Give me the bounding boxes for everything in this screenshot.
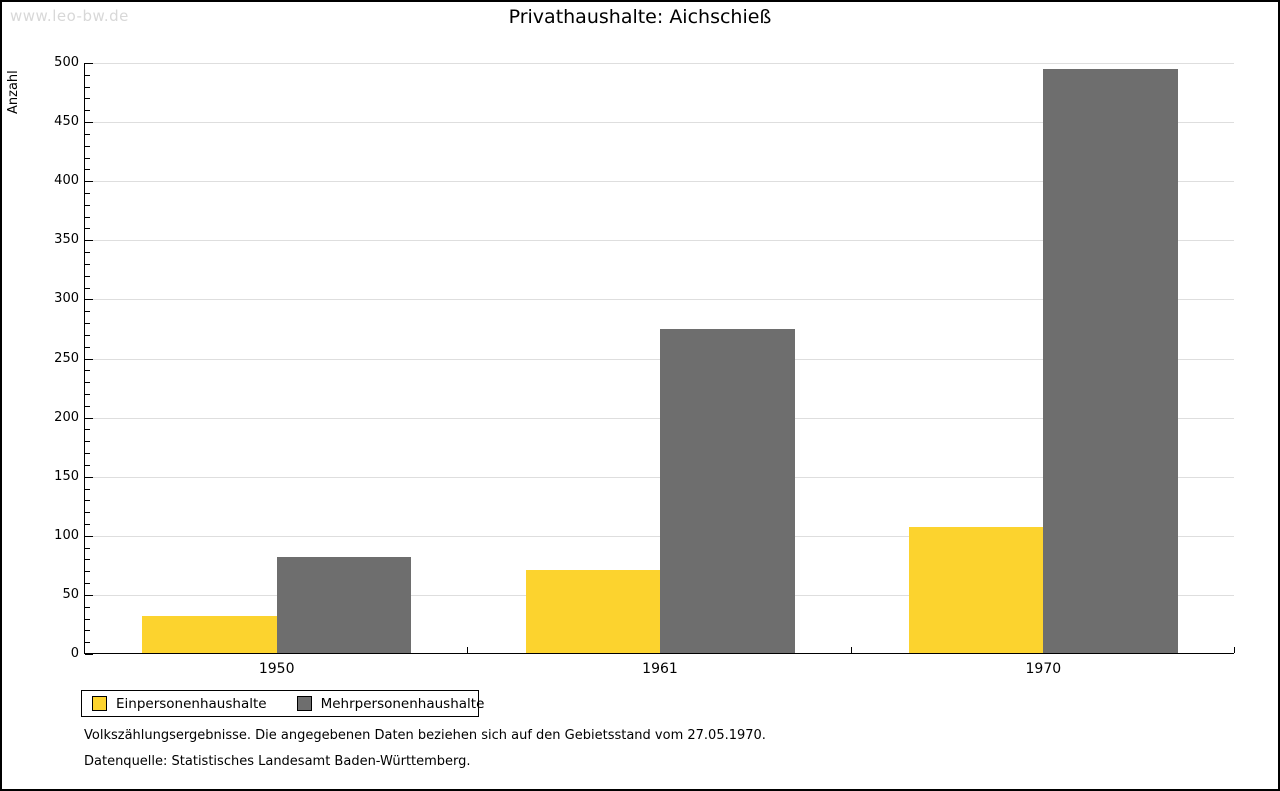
y-major-tick — [85, 299, 93, 301]
gridline — [85, 358, 1234, 360]
watermark: www.leo-bw.de — [10, 7, 129, 25]
y-major-tick — [85, 240, 93, 242]
gridline — [85, 181, 1234, 183]
y-tick-label: 450 — [54, 114, 79, 130]
y-minor-tick — [85, 405, 90, 407]
y-minor-tick — [85, 169, 90, 171]
y-minor-tick — [85, 157, 90, 159]
y-minor-tick — [85, 98, 90, 100]
y-minor-tick — [85, 441, 90, 443]
y-minor-tick — [85, 382, 90, 384]
footnote-source-note: Volkszählungsergebnisse. Die angegebenen… — [84, 728, 766, 743]
gridline — [85, 122, 1234, 124]
bar — [142, 616, 277, 653]
y-minor-tick — [85, 630, 90, 632]
plot-area: 0 50 100 150 200 250 300 350 400 450 500 1950 1961 19… — [54, 56, 1235, 677]
y-minor-tick — [85, 346, 90, 348]
y-minor-tick — [85, 512, 90, 514]
gridline — [85, 63, 1234, 64]
y-minor-tick — [85, 606, 90, 608]
x-category-label: 1961 — [642, 661, 678, 677]
gridline — [85, 476, 1234, 478]
legend-label: Einpersonenhaushalte — [116, 695, 267, 712]
y-minor-tick — [85, 311, 90, 313]
legend-item: Mehrpersonenhaushalte — [296, 695, 485, 712]
y-major-tick — [85, 417, 93, 419]
y-tick-label: 50 — [62, 586, 79, 602]
legend-label: Mehrpersonenhaushalte — [320, 695, 485, 712]
chart-title: Privathaushalte: Aichschieß — [508, 6, 772, 28]
legend-swatch — [296, 696, 312, 711]
y-tick-label: 200 — [54, 409, 79, 425]
y-minor-tick — [85, 642, 90, 644]
y-minor-tick — [85, 287, 90, 289]
y-major-tick — [85, 594, 93, 596]
y-minor-tick — [85, 145, 90, 147]
gridline — [85, 240, 1234, 242]
y-minor-tick — [85, 464, 90, 466]
bar — [1043, 69, 1178, 653]
y-major-tick — [85, 181, 93, 183]
x-boundary-tick — [467, 647, 469, 653]
y-minor-tick — [85, 583, 90, 585]
y-major-tick — [85, 63, 93, 64]
y-minor-tick — [85, 559, 90, 561]
gridline — [85, 535, 1234, 537]
y-minor-tick — [85, 228, 90, 230]
y-tick-label: 0 — [70, 646, 79, 661]
y-minor-tick — [85, 110, 90, 112]
y-major-tick — [85, 476, 93, 478]
y-major-tick — [85, 358, 93, 360]
y-minor-tick — [85, 393, 90, 395]
y-minor-tick — [85, 216, 90, 218]
gridline — [85, 417, 1234, 419]
y-minor-tick — [85, 334, 90, 336]
y-minor-tick — [85, 488, 90, 490]
x-boundary-tick — [1234, 647, 1235, 653]
y-tick-label: 500 — [54, 55, 79, 70]
y-tick-label: 350 — [54, 232, 79, 248]
y-tick-label: 100 — [54, 527, 79, 543]
y-tick-label: 300 — [54, 291, 79, 307]
y-minor-tick — [85, 500, 90, 502]
y-minor-tick — [85, 323, 90, 325]
bar — [276, 557, 412, 653]
y-minor-tick — [85, 453, 90, 455]
y-tick-label: 400 — [54, 173, 79, 189]
footnote-data-source: Datenquelle: Statistisches Landesamt Bad… — [84, 754, 471, 769]
y-tick-label: 150 — [54, 468, 79, 484]
gridline — [85, 299, 1234, 301]
y-minor-tick — [85, 133, 90, 135]
legend-item: Einpersonenhaushalte — [92, 696, 267, 712]
y-minor-tick — [85, 547, 90, 549]
y-minor-tick — [85, 263, 90, 265]
bar — [660, 329, 795, 653]
x-boundary-tick — [850, 647, 852, 653]
y-minor-tick — [85, 571, 90, 573]
y-tick-label: 250 — [54, 350, 79, 366]
x-category-label: 1950 — [258, 661, 295, 677]
y-minor-tick — [85, 193, 90, 195]
legend: Einpersonenhaushalte Mehrpersonenhaushalt… — [81, 690, 484, 717]
legend-swatch — [92, 696, 107, 711]
y-minor-tick — [85, 523, 90, 525]
y-minor-tick — [85, 370, 90, 372]
y-major-tick — [85, 122, 93, 124]
y-minor-tick — [85, 275, 90, 277]
y-minor-tick — [85, 86, 90, 88]
y-minor-tick — [85, 618, 90, 620]
y-minor-tick — [85, 252, 90, 254]
bar — [908, 526, 1044, 653]
y-major-tick — [85, 535, 93, 537]
bar — [525, 570, 660, 653]
y-minor-tick — [85, 204, 90, 206]
y-axis-label: Anzahl — [6, 70, 21, 114]
y-minor-tick — [85, 74, 90, 76]
y-major-tick — [85, 654, 93, 655]
x-category-label: 1970 — [1025, 661, 1062, 677]
y-minor-tick — [85, 429, 90, 431]
